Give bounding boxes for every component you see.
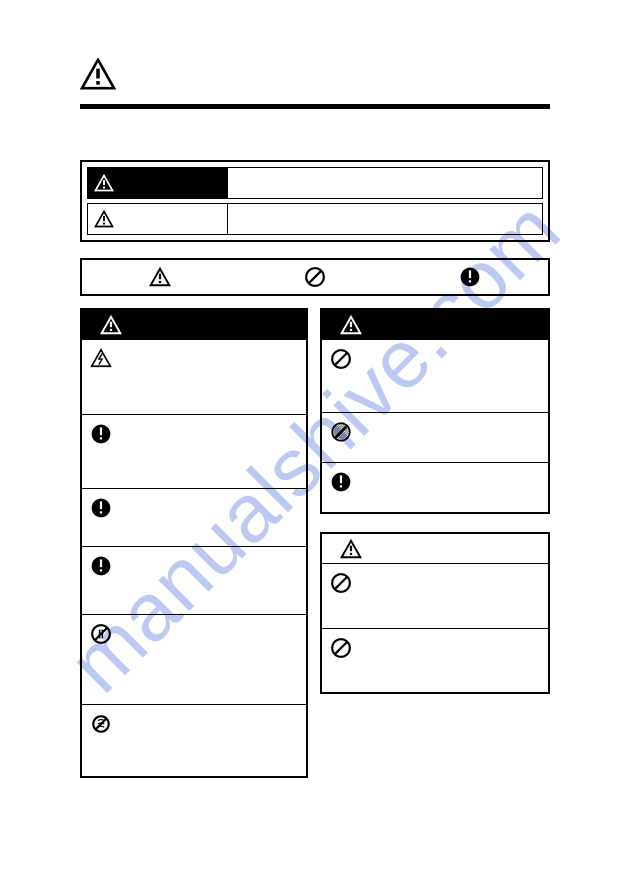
safety-item [322, 412, 548, 462]
warning-label-dark [88, 168, 228, 198]
prohibit [330, 572, 352, 620]
header-rule [80, 104, 550, 109]
mandatory [90, 423, 112, 480]
safety-item [82, 546, 306, 614]
safety-item [322, 564, 548, 628]
safety-item [322, 462, 548, 512]
warning-header [322, 310, 548, 340]
safety-item [82, 414, 306, 488]
prohibit-icon [304, 266, 326, 288]
warning-definition-row [87, 167, 543, 199]
caution-column-right [320, 532, 550, 694]
warning-column-right [320, 308, 550, 514]
safety-item [82, 340, 306, 414]
safety-item [322, 340, 548, 412]
prohibit [330, 348, 352, 404]
caution-label-light [88, 204, 228, 234]
safety-item [322, 628, 548, 692]
prohibit-disassemble [90, 623, 112, 696]
mandatory [90, 497, 112, 538]
safety-item [82, 704, 306, 776]
mandatory [90, 555, 112, 606]
warning-icon [149, 267, 171, 287]
safety-item [82, 488, 306, 546]
warning-icon [340, 539, 362, 559]
caution-header [322, 534, 548, 564]
mandatory [330, 471, 352, 504]
shock-triangle [90, 348, 112, 406]
warning-header [82, 310, 306, 340]
prohibit [330, 637, 352, 684]
symbol-legend [80, 258, 550, 296]
prohibit-wet [90, 713, 112, 768]
warning-icon [94, 174, 114, 192]
safety-item [82, 614, 306, 704]
caution-definition-row [87, 203, 543, 235]
warning-icon [94, 210, 114, 228]
warning-icon [80, 58, 116, 90]
warning-column-left [80, 308, 308, 778]
page-header [80, 58, 550, 90]
warning-icon [100, 315, 122, 335]
prohibit-hatch [330, 421, 352, 454]
warning-icon [340, 315, 362, 335]
definitions-box [80, 160, 550, 242]
mandatory-icon [459, 266, 481, 288]
